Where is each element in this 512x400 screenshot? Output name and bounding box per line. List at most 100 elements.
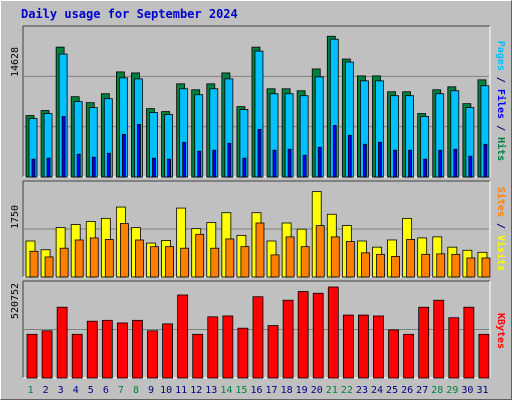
visits-legend-separator: / bbox=[495, 217, 506, 235]
kbytes-bar bbox=[207, 316, 219, 379]
day-label: 19 bbox=[296, 385, 308, 396]
hits-legend-hits: Hits bbox=[495, 137, 507, 161]
kbytes-bar bbox=[101, 319, 113, 379]
day-label: 28 bbox=[431, 385, 443, 396]
visits-legend-visits: Visits bbox=[495, 235, 507, 271]
sites-bar bbox=[104, 239, 114, 278]
kbytes-legend: KBytes bbox=[495, 313, 506, 349]
kbytes-bar bbox=[147, 330, 158, 379]
day-label: 7 bbox=[118, 385, 124, 396]
day-label: 18 bbox=[281, 385, 293, 396]
day-label: 6 bbox=[103, 385, 109, 396]
sites-bar bbox=[481, 257, 491, 278]
kbytes-bar bbox=[192, 333, 204, 379]
day-label: 12 bbox=[190, 385, 202, 396]
pages-bar bbox=[197, 150, 202, 178]
kbytes-bar bbox=[252, 296, 264, 379]
pages-bar bbox=[106, 152, 111, 178]
kbytes-bar bbox=[267, 325, 279, 379]
kbytes-bar bbox=[403, 333, 415, 379]
kbytes-bar bbox=[358, 314, 369, 379]
pages-bar bbox=[363, 143, 367, 178]
pages-bar bbox=[91, 156, 96, 178]
pages-bar bbox=[483, 143, 488, 178]
sites-bar bbox=[361, 252, 370, 278]
day-label: 17 bbox=[266, 385, 278, 396]
day-label: 2 bbox=[43, 385, 49, 396]
sites-bar bbox=[255, 222, 265, 278]
sites-bar bbox=[210, 247, 220, 278]
day-label: 26 bbox=[401, 385, 413, 396]
day-label: 4 bbox=[73, 385, 79, 396]
day-label: 23 bbox=[356, 385, 368, 396]
kbytes-bar bbox=[297, 291, 309, 379]
sites-bar bbox=[150, 246, 159, 278]
sites-bar bbox=[466, 257, 476, 278]
kbytes-bar bbox=[388, 329, 399, 379]
sites-bar bbox=[436, 253, 446, 278]
day-label: 22 bbox=[341, 385, 353, 396]
sites-bar bbox=[240, 246, 250, 278]
visits-legend-sites: Sites bbox=[495, 187, 507, 217]
pages-bar bbox=[468, 155, 473, 178]
sites-bar bbox=[119, 223, 129, 278]
pages-bar bbox=[76, 153, 81, 178]
kbytes-bar bbox=[237, 327, 249, 379]
kbytes-bar bbox=[71, 333, 83, 379]
sites-bar bbox=[74, 239, 84, 278]
day-label: 13 bbox=[205, 385, 217, 396]
sites-bar bbox=[315, 225, 325, 278]
day-label: 9 bbox=[148, 385, 154, 396]
kbytes-bar bbox=[56, 306, 68, 379]
pages-bar bbox=[227, 142, 232, 178]
kbytes-bar bbox=[41, 330, 53, 379]
day-label: 5 bbox=[88, 385, 94, 396]
day-label: 27 bbox=[416, 385, 428, 396]
sites-bar bbox=[225, 238, 235, 278]
pages-bar bbox=[137, 124, 141, 178]
pages-bar bbox=[182, 141, 187, 178]
day-label: 30 bbox=[461, 385, 473, 396]
kbytes-bar bbox=[478, 333, 490, 379]
kbytes-bar bbox=[418, 306, 430, 379]
pages-bar bbox=[61, 116, 66, 178]
pages-bar bbox=[272, 149, 277, 178]
kbytes-bar bbox=[327, 286, 339, 379]
day-label: 21 bbox=[326, 385, 338, 396]
pages-bar bbox=[408, 149, 413, 178]
sites-bar bbox=[451, 253, 461, 278]
pages-bar bbox=[257, 129, 262, 178]
pages-bar bbox=[378, 141, 382, 178]
day-label: 31 bbox=[476, 385, 488, 396]
hits-max-label: 14628 bbox=[10, 47, 21, 77]
hits-legend-separator: / bbox=[495, 71, 506, 89]
visits-max-label: 1750 bbox=[10, 205, 21, 229]
kbytes-bar bbox=[282, 299, 294, 379]
sites-bar bbox=[345, 241, 355, 278]
sites-bar bbox=[44, 256, 54, 278]
sites-bar bbox=[89, 237, 99, 278]
day-label: 29 bbox=[446, 385, 458, 396]
sites-bar bbox=[195, 233, 205, 278]
pages-bar bbox=[212, 149, 217, 178]
kbytes-bar bbox=[162, 323, 173, 379]
day-label: 25 bbox=[386, 385, 398, 396]
hits-legend-pages: Pages bbox=[495, 41, 506, 71]
kbytes-bar bbox=[373, 315, 384, 379]
hits-legend: Pages / Files / Hits bbox=[495, 41, 507, 161]
pages-bar bbox=[152, 157, 156, 178]
sites-bar bbox=[270, 254, 280, 278]
day-label: 10 bbox=[160, 385, 172, 396]
sites-bar bbox=[29, 250, 39, 278]
kbytes-bar bbox=[116, 322, 128, 379]
day-label: 15 bbox=[235, 385, 247, 396]
pages-bar bbox=[332, 125, 337, 178]
sites-bar bbox=[135, 239, 144, 278]
pages-bar bbox=[423, 158, 428, 178]
pages-bar bbox=[121, 133, 126, 178]
sites-bar bbox=[330, 236, 340, 278]
sites-bar bbox=[376, 253, 385, 278]
sites-bar bbox=[421, 253, 431, 278]
